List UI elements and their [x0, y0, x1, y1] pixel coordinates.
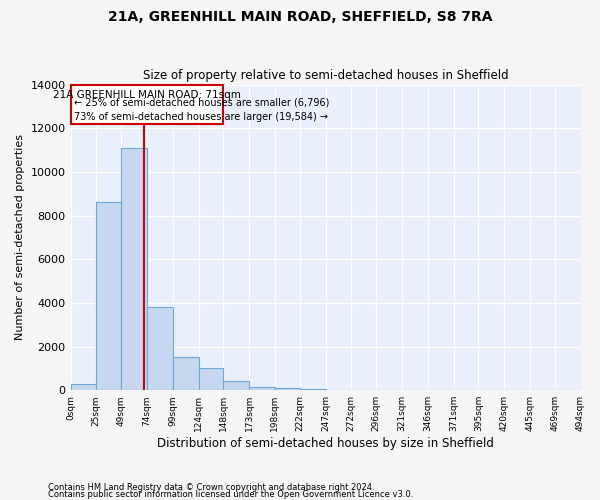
FancyBboxPatch shape [71, 84, 223, 124]
Text: ← 25% of semi-detached houses are smaller (6,796): ← 25% of semi-detached houses are smalle… [74, 97, 329, 107]
Bar [71, 384, 97, 390]
Bar [97, 202, 121, 390]
Text: 73% of semi-detached houses are larger (19,584) →: 73% of semi-detached houses are larger (… [74, 112, 328, 122]
Bar [249, 387, 275, 390]
Bar [147, 307, 173, 390]
Text: 21A GREENHILL MAIN ROAD: 71sqm: 21A GREENHILL MAIN ROAD: 71sqm [53, 90, 241, 101]
Bar [121, 148, 147, 390]
X-axis label: Distribution of semi-detached houses by size in Sheffield: Distribution of semi-detached houses by … [157, 437, 494, 450]
Title: Size of property relative to semi-detached houses in Sheffield: Size of property relative to semi-detach… [143, 69, 508, 82]
Text: Contains HM Land Registry data © Crown copyright and database right 2024.: Contains HM Land Registry data © Crown c… [48, 484, 374, 492]
Text: Contains public sector information licensed under the Open Government Licence v3: Contains public sector information licen… [48, 490, 413, 499]
Bar [199, 368, 223, 390]
Y-axis label: Number of semi-detached properties: Number of semi-detached properties [15, 134, 25, 340]
Bar [223, 382, 249, 390]
Text: 21A, GREENHILL MAIN ROAD, SHEFFIELD, S8 7RA: 21A, GREENHILL MAIN ROAD, SHEFFIELD, S8 … [108, 10, 492, 24]
Bar [300, 389, 326, 390]
Bar [173, 358, 199, 390]
Bar [275, 388, 300, 390]
